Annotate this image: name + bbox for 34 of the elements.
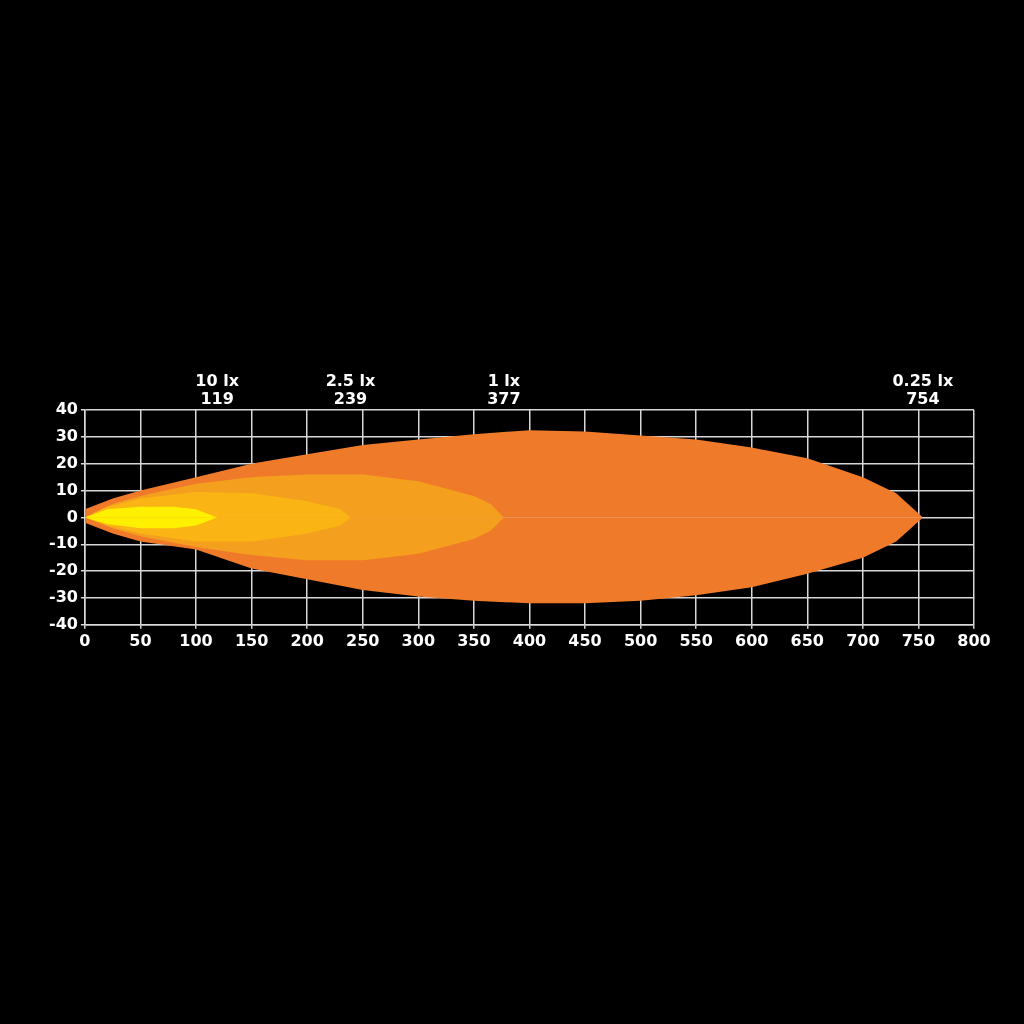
x-tick-label: 400 — [512, 630, 547, 650]
y-tick-label: -10 — [49, 533, 78, 553]
x-tick-label: 200 — [290, 630, 324, 650]
x-tick-label: 0 — [79, 630, 91, 650]
text: 377 — [487, 389, 521, 408]
x-tick-label: 650 — [790, 630, 824, 650]
x-tick-label: 300 — [401, 630, 436, 650]
text: 0.25 lx — [892, 371, 954, 390]
text: 239 — [333, 389, 368, 408]
x-tick-label: 150 — [234, 630, 269, 650]
text: 10 lx — [195, 371, 240, 390]
x-tick-label: 550 — [679, 630, 713, 650]
text: 119 — [200, 389, 234, 408]
y-tick-label: -20 — [49, 560, 78, 580]
y-tick-label: 20 — [55, 452, 78, 472]
x-tick-label: 600 — [735, 630, 769, 650]
x-tick-label: 800 — [957, 630, 991, 650]
x-tick-label: 100 — [179, 630, 213, 650]
y-tick-label: 30 — [55, 426, 78, 446]
text: 754 — [906, 389, 940, 408]
y-tick-label: -40 — [49, 613, 78, 633]
x-tick-label: 500 — [623, 630, 658, 650]
x-tick-label: 250 — [346, 630, 380, 650]
x-tick-label: 350 — [457, 630, 491, 650]
x-tick-label: 700 — [846, 630, 880, 650]
x-tick-label: 750 — [901, 630, 936, 650]
x-tick-label: 50 — [129, 630, 152, 650]
y-tick-label: 0 — [66, 506, 78, 526]
y-tick-label: 10 — [55, 479, 78, 499]
x-tick-label: 450 — [568, 630, 602, 650]
text: 1 lx — [487, 371, 521, 390]
y-tick-label: -30 — [49, 587, 78, 607]
y-tick-label: 40 — [55, 399, 78, 419]
text: 2.5 lx — [325, 371, 377, 390]
